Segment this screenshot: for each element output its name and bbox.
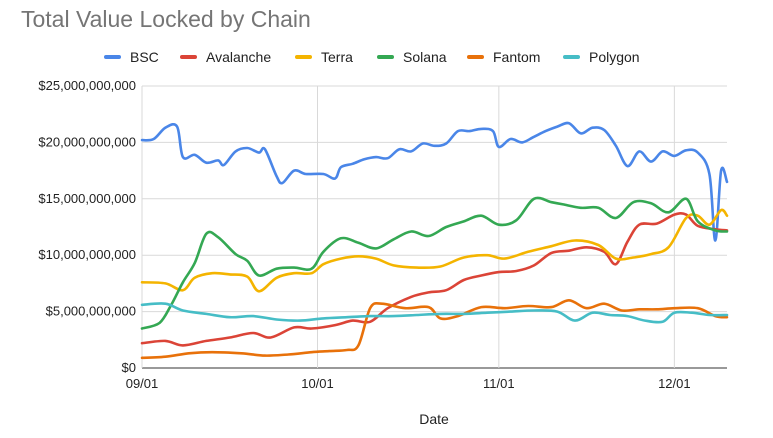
series-line-fantom bbox=[140, 299, 729, 360]
axes: $0 $5,000,000,000 $10,000,000,000 $15,000,0… bbox=[38, 78, 690, 391]
chart-title: Total Value Locked by Chain bbox=[21, 6, 311, 32]
legend-label-polygon: Polygon bbox=[589, 49, 640, 65]
legend-label-avalanche: Avalanche bbox=[206, 49, 272, 65]
series-line-solana bbox=[140, 196, 729, 330]
legend-swatch-avalanche bbox=[180, 55, 197, 59]
gridlines bbox=[141, 85, 727, 369]
x-tick-label: 11/01 bbox=[483, 376, 515, 391]
legend-swatch-terra bbox=[295, 55, 312, 59]
series-line-avalanche bbox=[140, 212, 729, 347]
legend-swatch-bsc bbox=[104, 55, 121, 59]
legend-item-terra: Terra bbox=[295, 47, 353, 67]
legend-swatch-solana bbox=[377, 55, 394, 59]
y-tick-label: $10,000,000,000 bbox=[38, 247, 136, 262]
series-lines bbox=[140, 121, 729, 360]
legend-item-solana: Solana bbox=[377, 47, 447, 67]
series-line-terra bbox=[140, 208, 729, 293]
legend-swatch-polygon bbox=[563, 55, 580, 59]
legend-label-terra: Terra bbox=[321, 49, 353, 65]
x-axis-title: Date bbox=[419, 411, 449, 427]
legend-label-solana: Solana bbox=[403, 49, 447, 65]
legend-label-bsc: BSC bbox=[130, 49, 159, 65]
legend-item-bsc: BSC bbox=[104, 47, 159, 67]
series-line-polygon bbox=[140, 302, 729, 324]
legend-item-avalanche: Avalanche bbox=[180, 47, 271, 67]
y-tick-label: $20,000,000,000 bbox=[38, 134, 136, 149]
y-tick-label: $5,000,000,000 bbox=[46, 304, 136, 319]
legend-label-fantom: Fantom bbox=[493, 49, 541, 65]
x-tick-label: 10/01 bbox=[301, 376, 334, 391]
x-tick-label: 09/01 bbox=[126, 376, 159, 391]
legend-item-polygon: Polygon bbox=[563, 47, 640, 67]
series-line-bsc bbox=[140, 121, 729, 242]
y-tick-label: $0 bbox=[122, 360, 136, 375]
legend-swatch-fantom bbox=[467, 55, 484, 59]
x-tick-label: 12/01 bbox=[658, 376, 691, 391]
legend-item-fantom: Fantom bbox=[467, 47, 540, 67]
y-tick-label: $25,000,000,000 bbox=[38, 78, 136, 93]
legend: BSC Avalanche Terra Solana Fantom Polygo… bbox=[0, 47, 773, 67]
y-tick-label: $15,000,000,000 bbox=[38, 191, 136, 206]
